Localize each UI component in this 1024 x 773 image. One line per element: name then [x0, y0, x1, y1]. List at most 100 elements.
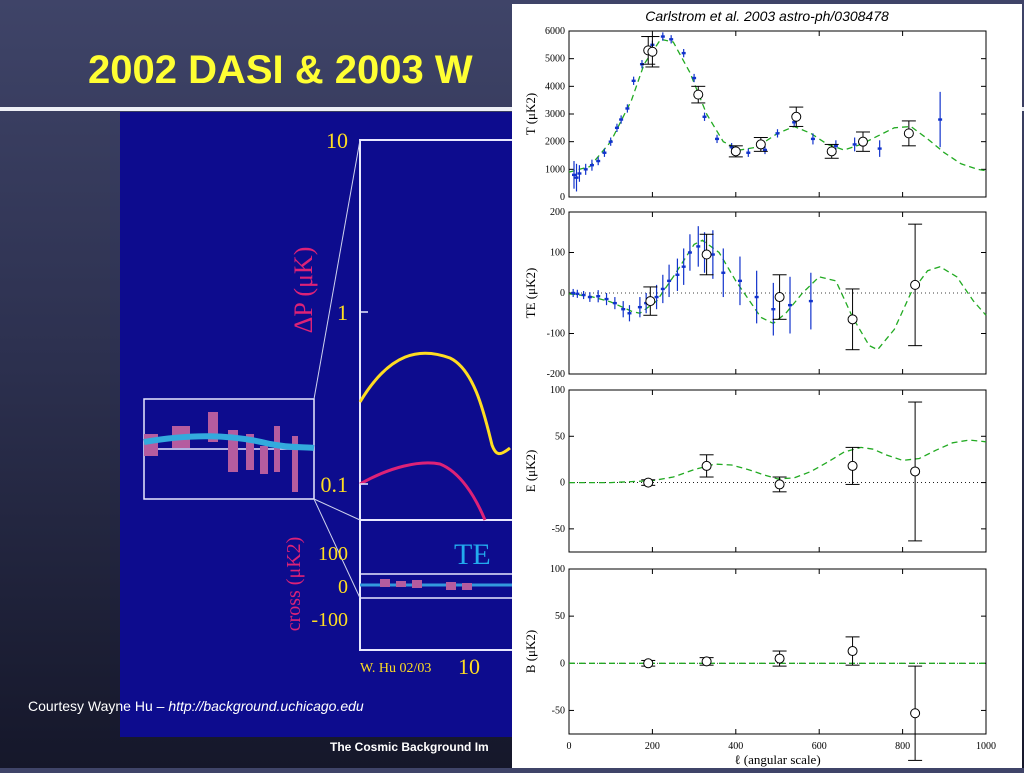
hu-y-axis-label: ΔP (μK): [289, 247, 318, 334]
e-dasi-point: [643, 477, 654, 488]
carlstrom-figure: Carlstrom et al. 2003 astro-ph/0308478 0…: [512, 4, 1022, 768]
e-dasi-point: [847, 460, 858, 471]
temperature-cbi-point: [833, 144, 838, 148]
hu-cross-tick-label: -100: [311, 609, 348, 631]
temperature-cbi-point: [608, 140, 613, 143]
te-cbi-point: [604, 297, 609, 301]
hu-figure-svg: 10 1 0.1 ΔP (μK) 100 0 -100 cross (μK2) …: [143, 128, 521, 679]
temperature-dasi-point: [903, 128, 914, 139]
b-y-tick-label: 0: [560, 658, 565, 669]
hu-inset-bar: [228, 430, 238, 472]
temperature-y-tick-label: 5000: [545, 54, 565, 65]
te-cbi-point: [667, 279, 672, 283]
te-cbi-point: [637, 305, 642, 309]
te-cbi-point: [754, 295, 759, 299]
hu-cross-axis-label: cross (μK2): [283, 537, 305, 632]
e-dasi-point: [701, 460, 712, 471]
temperature-cbi-point: [746, 151, 751, 154]
temperature-dasi-point: [755, 139, 766, 150]
temperature-cbi-point: [877, 147, 882, 150]
b-x-tick-label: 800: [895, 741, 910, 752]
temperature-cbi-point: [602, 151, 607, 154]
e-y-tick-label: 100: [550, 385, 565, 396]
e-y-tick-label: 50: [555, 431, 565, 442]
temperature-y-tick-label: 3000: [545, 109, 565, 120]
te-dasi-point: [910, 279, 921, 290]
hu-signature: W. Hu 02/03: [360, 661, 431, 676]
b-y-tick-label: 50: [555, 611, 565, 622]
temperature-cbi-point: [702, 115, 707, 118]
te-dasi-point: [645, 296, 656, 307]
temperature-cbi-point: [577, 172, 582, 175]
temperature-dasi-point: [647, 46, 658, 57]
slide-title: 2002 DASI & 2003 W: [88, 48, 473, 92]
temperature-dasi-point: [826, 146, 837, 157]
temperature-cbi-point: [619, 118, 624, 121]
temperature-cbi-point: [692, 76, 697, 80]
hu-bb-curve: [359, 461, 487, 521]
temperature-panel-frame: [568, 30, 987, 198]
hu-inset-bar: [260, 446, 268, 474]
te-cbi-point: [771, 308, 776, 311]
te-cbi-point: [788, 303, 793, 307]
hu-cross-tick-label: 100: [318, 543, 348, 565]
te-y-axis-label: TE (μK2): [523, 268, 538, 319]
b-x-axis-label: ℓ (angular scale): [734, 752, 820, 767]
te-cbi-point: [575, 292, 580, 296]
te-y-tick-label: 0: [560, 288, 565, 299]
chart-caption: Carlstrom et al. 2003 astro-ph/0308478: [645, 8, 889, 24]
te-cbi-point: [596, 295, 601, 298]
hu-inset-bar: [208, 412, 218, 442]
te-cbi-point: [687, 251, 692, 254]
te-cbi-point: [587, 295, 592, 299]
b-x-tick-label: 200: [645, 741, 660, 752]
hu-x-tick-label: 10: [458, 654, 480, 679]
temperature-cbi-point: [810, 137, 815, 141]
b-x-tick-label: 0: [567, 741, 572, 752]
b-dasi-point: [774, 653, 785, 664]
hu-cross-bar: [412, 580, 422, 588]
te-cbi-point: [681, 265, 686, 268]
te-cbi-point: [581, 293, 586, 297]
temperature-cbi-point: [775, 132, 780, 135]
hu-y-tick-label: 1: [337, 300, 348, 325]
temperature-cbi-point: [852, 143, 857, 146]
te-cbi-point: [627, 312, 632, 315]
temperature-dasi-point: [730, 146, 741, 157]
te-dasi-point: [701, 249, 712, 260]
te-cbi-point: [737, 279, 742, 283]
temperature-cbi-point: [614, 126, 619, 130]
hu-polarization-figure: 10 1 0.1 ΔP (μK) 100 0 -100 cross (μK2) …: [120, 112, 521, 737]
te-cbi-point: [654, 295, 659, 299]
hu-cross-bar: [462, 583, 472, 590]
hu-zoom-line: [313, 498, 361, 521]
te-cbi-point: [710, 253, 715, 256]
temperature-y-tick-label: 2000: [545, 137, 565, 148]
b-x-tick-label: 1000: [976, 741, 996, 752]
te-cbi-point: [675, 273, 680, 276]
temperature-cbi-point: [625, 107, 630, 110]
hu-inset-bar: [292, 436, 298, 492]
temperature-cbi-point: [669, 38, 674, 41]
hu-inset-bar: [274, 426, 280, 472]
te-cbi-point: [721, 271, 726, 274]
te-y-tick-label: -200: [547, 369, 565, 380]
temperature-dasi-point: [693, 89, 704, 100]
temperature-cbi-point: [589, 163, 594, 167]
hu-te-label: TE: [454, 538, 491, 571]
e-dasi-point: [910, 466, 921, 477]
e-y-tick-label: 0: [560, 478, 565, 489]
hu-cross-bar: [396, 581, 406, 587]
hu-cross-bar: [446, 582, 456, 590]
b-x-tick-label: 400: [728, 741, 743, 752]
b-dasi-point: [643, 658, 654, 669]
te-cbi-point: [612, 301, 617, 305]
hu-cross-tick-label: 0: [338, 576, 348, 598]
temperature-y-tick-label: 4000: [545, 81, 565, 92]
credit-link[interactable]: http://background.uchicago.edu: [168, 698, 364, 714]
b-y-tick-label: 100: [550, 564, 565, 575]
temperature-cbi-point: [762, 148, 767, 152]
b-dasi-point: [847, 646, 858, 657]
te-dasi-point: [847, 314, 858, 325]
temperature-y-tick-label: 1000: [545, 164, 565, 175]
